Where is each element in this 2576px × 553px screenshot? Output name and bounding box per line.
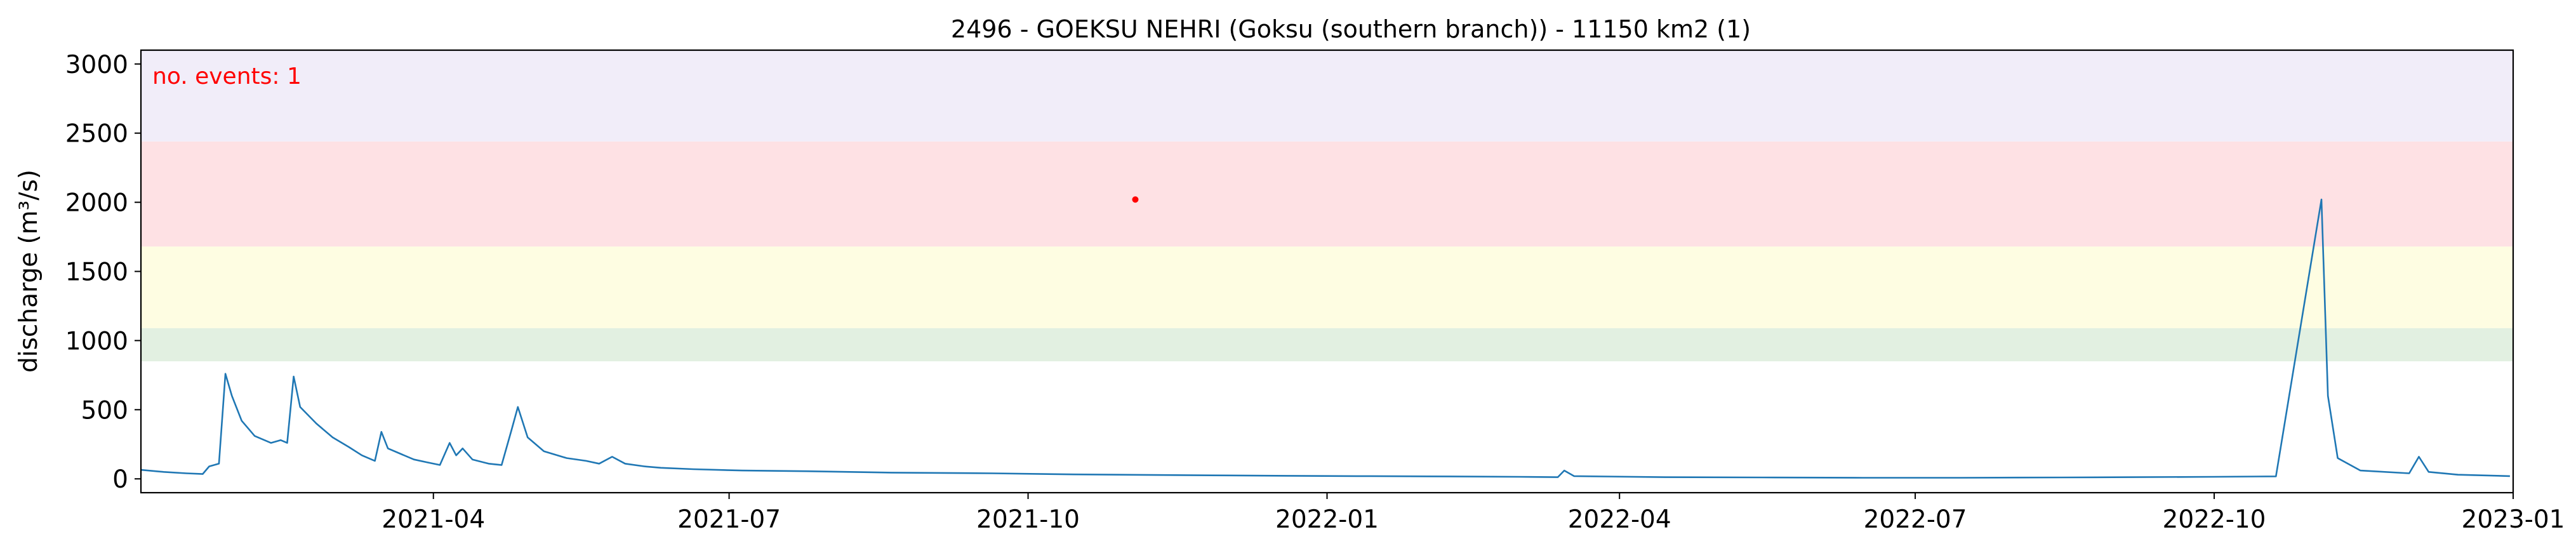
- x-axis: 2021-04 2021-07 2021-10 2022-01 2022-04 2022-…: [382, 493, 2565, 534]
- y-tick-label: 1500: [65, 258, 128, 287]
- threshold-band-2: [141, 246, 2513, 328]
- event-marker: [1132, 196, 1139, 203]
- discharge-series-line: [140, 198, 2510, 479]
- y-tick-label: 3000: [65, 51, 128, 79]
- events-annotation: no. events: 1: [152, 63, 302, 90]
- x-tick-label: 2021-04: [382, 505, 485, 534]
- y-axis-label: discharge (m³/s): [15, 170, 43, 373]
- y-tick-label: 0: [112, 465, 128, 494]
- threshold-band-4: [141, 50, 2513, 142]
- x-tick-label: 2021-10: [976, 505, 1080, 534]
- y-tick-label: 2000: [65, 189, 128, 218]
- threshold-band-3: [141, 141, 2513, 247]
- x-tick-label: 2022-01: [1275, 505, 1379, 534]
- x-tick-label: 2022-07: [1864, 505, 1967, 534]
- x-tick-label: 2023-01: [2462, 505, 2565, 534]
- x-tick-label: 2022-10: [2163, 505, 2266, 534]
- y-tick-label: 1000: [65, 327, 128, 356]
- threshold-band-1: [141, 328, 2513, 362]
- chart-title: 2496 - GOEKSU NEHRI (Goksu (southern bra…: [951, 15, 1751, 43]
- y-tick-label: 2500: [65, 120, 128, 149]
- series-layer: [140, 196, 2510, 479]
- y-axis: 0 500 1000 1500 2000 2500 3000: [65, 51, 141, 494]
- x-tick-label: 2022-04: [1568, 505, 1671, 534]
- threshold-bands: [141, 50, 2513, 362]
- y-tick-label: 500: [81, 396, 128, 425]
- x-tick-label: 2021-07: [677, 505, 781, 534]
